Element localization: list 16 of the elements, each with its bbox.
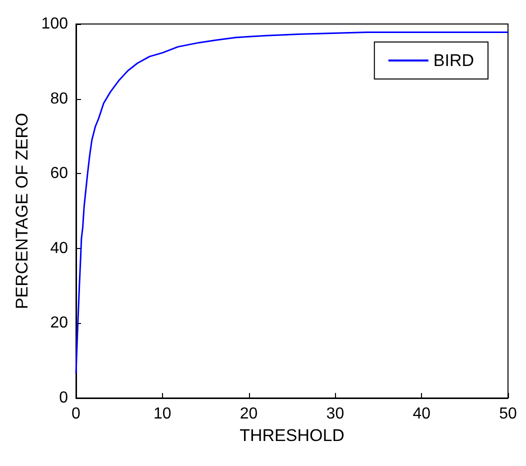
y-tick-label: 60 [50,165,68,182]
x-tick-label: 50 [499,406,517,422]
line-series [75,31,509,374]
y-tick-label: 100 [41,16,68,32]
x-tick-label: 40 [412,406,431,422]
y-axis-title: PERCENTAGE OF ZERO [12,112,32,310]
legend-label: BIRD [433,51,474,70]
y-tick-label: 0 [59,390,68,406]
x-axis-title: THRESHOLD [240,426,344,445]
x-tick-label: 10 [154,406,172,422]
x-tick-label: 30 [326,406,344,422]
y-tick-label: 20 [50,314,68,332]
x-tick-label: 0 [72,406,81,422]
x-tick-label: 20 [240,406,258,422]
y-tick-label: 40 [50,240,68,257]
y-tick-label: 80 [50,90,68,108]
